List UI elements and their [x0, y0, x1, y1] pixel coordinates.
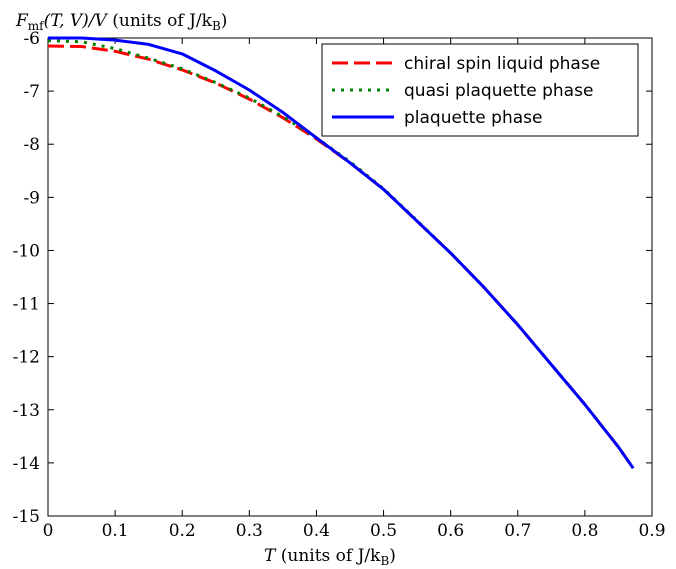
- legend-label-quasi-plaquette: quasi plaquette phase: [404, 81, 593, 101]
- plot-frame: [47, 37, 653, 517]
- y-tick-label: -12: [13, 348, 40, 368]
- x-tick-label: 0.1: [102, 521, 129, 541]
- y-tick-label: -11: [13, 295, 40, 315]
- y-tick-label: -8: [23, 135, 40, 155]
- y-tick-label: -6: [23, 29, 40, 49]
- series-layer: [47, 36, 635, 470]
- legend-label-plaquette: plaquette phase: [404, 108, 542, 128]
- y-tick-label: -10: [13, 241, 40, 261]
- legend-box: [321, 43, 639, 137]
- series-line-0: [47, 44, 635, 470]
- x-tick-label: 0: [43, 521, 54, 541]
- legend-label-chiral: chiral spin liquid phase: [404, 54, 600, 74]
- y-axis-title: Fmf(T, V)/V (units of J/kB): [15, 11, 227, 33]
- y-tick-label: -9: [23, 188, 40, 208]
- series-line-2: [48, 36, 635, 470]
- x-tick-label: 0.7: [504, 521, 531, 541]
- y-tick-label: -15: [13, 507, 40, 527]
- x-tick-label: 0.2: [169, 521, 196, 541]
- x-tick-label: 0.3: [236, 521, 263, 541]
- x-tick-label: 0.5: [370, 521, 397, 541]
- y-tick-label: -7: [23, 82, 40, 102]
- x-tick-label: 0.4: [303, 521, 330, 541]
- axis-ticks: 0 0.1 0.2 0.3 0.4 0.5 0.6 0.7 0.8 0.9 -6 -7 -8 -9 -10 -…: [13, 29, 666, 541]
- x-tick-label: 0.6: [437, 521, 464, 541]
- x-tick-label: 0.8: [571, 521, 598, 541]
- x-tick-label: 0.9: [638, 521, 665, 541]
- legend: chiral spin liquid phase quasi plaquette…: [321, 43, 639, 137]
- y-tick-label: -14: [13, 454, 40, 474]
- y-tick-label: -13: [13, 401, 40, 421]
- x-axis-title: T (units of J/kB): [264, 546, 396, 568]
